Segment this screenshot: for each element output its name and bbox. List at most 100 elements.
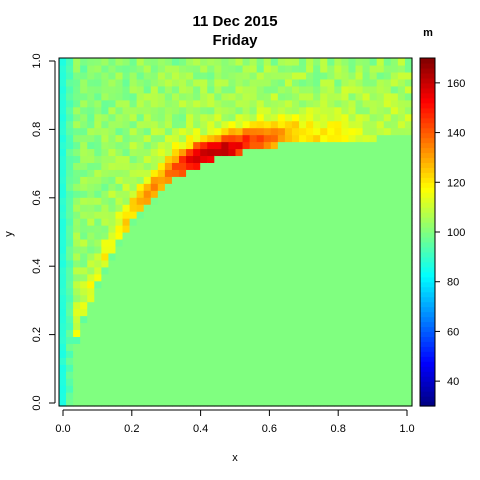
heatmap-cell [136, 162, 145, 170]
heatmap-cell [376, 287, 385, 296]
heatmap-cell [369, 392, 378, 400]
heatmap-cell [87, 245, 95, 254]
heatmap-cell [291, 308, 300, 317]
heatmap-cell [73, 399, 81, 407]
heatmap-cell [186, 113, 194, 122]
heatmap-cell [157, 78, 166, 87]
heatmap-cell [383, 294, 392, 303]
heatmap-cell [291, 197, 300, 205]
heatmap-cell [334, 176, 342, 184]
heatmap-cell [362, 58, 371, 66]
heatmap-cell [348, 106, 357, 115]
heatmap-cell [383, 245, 392, 254]
heatmap-cell [157, 134, 166, 143]
heatmap-cell [157, 106, 166, 115]
heatmap-cell [369, 322, 378, 331]
heatmap-cell [122, 176, 131, 184]
heatmap-cell [383, 232, 392, 240]
heatmap-cell [376, 106, 385, 115]
heatmap-cell [200, 301, 208, 310]
heatmap-cell [355, 266, 364, 275]
heatmap-cell [355, 183, 364, 191]
heatmap-cell [73, 64, 81, 73]
heatmap-cell [242, 92, 251, 101]
heatmap-cell [221, 252, 230, 261]
heatmap-cell [94, 134, 102, 143]
heatmap-cell [397, 301, 406, 310]
heatmap-cell [270, 225, 279, 233]
heatmap-cell [179, 364, 187, 372]
heatmap-cell [115, 378, 124, 386]
heatmap-cell [207, 364, 215, 372]
heatmap-cell [115, 85, 124, 94]
heatmap-cell [383, 273, 392, 282]
heatmap-cell [186, 78, 194, 87]
heatmap-cell [186, 71, 194, 80]
heatmap-cell [263, 176, 272, 184]
heatmap-cell [73, 78, 81, 87]
heatmap-cell [327, 378, 335, 386]
heatmap-cell [390, 183, 399, 191]
heatmap-cell [207, 245, 215, 254]
heatmap-cell [94, 225, 102, 233]
heatmap-cell [207, 315, 215, 324]
heatmap-cell [115, 58, 124, 66]
heatmap-cell [249, 197, 258, 205]
heatmap-cell [157, 155, 166, 163]
heatmap-cell [122, 336, 131, 344]
heatmap-cell [108, 329, 117, 337]
heatmap-cell [101, 127, 110, 136]
heatmap-cell [108, 64, 117, 73]
heatmap-cell [164, 176, 173, 184]
heatmap-cell [221, 106, 230, 115]
heatmap-cell [200, 106, 208, 115]
heatmap-cell [306, 232, 314, 240]
heatmap-cell [129, 218, 138, 226]
heatmap-cell [122, 204, 131, 212]
heatmap-cell [362, 176, 371, 184]
heatmap-cell [404, 238, 413, 247]
chart-title: 11 Dec 2015 [192, 13, 277, 30]
heatmap-cell [242, 190, 251, 198]
heatmap-cell [186, 148, 194, 157]
heatmap-cell [242, 245, 251, 254]
heatmap-cell [235, 322, 244, 331]
heatmap-cell [193, 336, 201, 344]
heatmap-cell [270, 148, 279, 157]
heatmap-cell [214, 385, 222, 393]
heatmap-cell [157, 315, 166, 324]
heatmap-cell [115, 134, 124, 143]
heatmap-cell [341, 371, 350, 379]
heatmap-cell [136, 204, 145, 212]
heatmap-cell [179, 357, 187, 365]
heatmap-cell [94, 190, 102, 198]
heatmap-cell [355, 329, 364, 337]
heatmap-cell [313, 71, 321, 80]
heatmap-cell [200, 58, 208, 66]
heatmap-cell [376, 190, 385, 198]
heatmap-cell [270, 287, 279, 296]
heatmap-cell [299, 162, 307, 170]
heatmap-cell [164, 71, 173, 80]
heatmap-cell [341, 301, 350, 310]
heatmap-cell [87, 259, 95, 268]
heatmap-cell [136, 58, 145, 66]
heatmap-cell [157, 162, 166, 170]
heatmap-cell [87, 232, 95, 240]
heatmap-cell [362, 169, 371, 177]
heatmap-cell [200, 315, 208, 324]
heatmap-cell [115, 343, 124, 351]
heatmap-cell [73, 357, 81, 365]
heatmap-cell [383, 378, 392, 386]
heatmap-cell [334, 155, 342, 163]
heatmap-cell [320, 225, 328, 233]
heatmap-cell [129, 176, 138, 184]
heatmap-cell [59, 155, 67, 163]
heatmap-cell [256, 357, 265, 365]
heatmap-cell [404, 385, 413, 393]
heatmap-cell [214, 127, 222, 136]
heatmap-cell [263, 371, 272, 379]
heatmap-cell [80, 120, 88, 129]
heatmap-cell [249, 385, 258, 393]
heatmap-cell [327, 218, 335, 226]
